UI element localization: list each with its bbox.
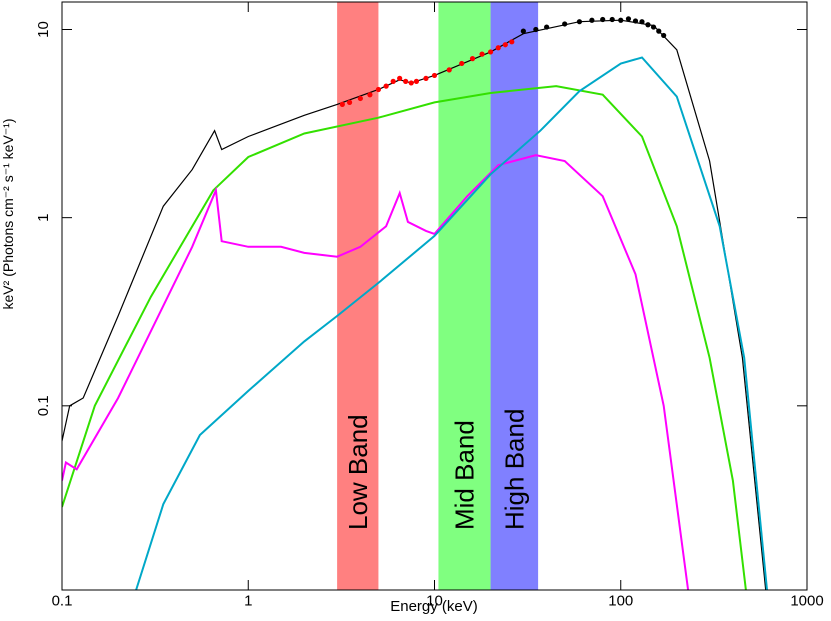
data-point — [495, 45, 501, 51]
model-line — [135, 56, 768, 590]
plot-frame — [61, 1, 808, 591]
y-axis-label: keV² (Photons cm⁻² s⁻¹ keV⁻¹) — [0, 119, 16, 310]
data-point — [459, 60, 465, 67]
data-point — [600, 16, 606, 23]
data-point — [367, 92, 373, 98]
y-tick-label: 1 — [35, 213, 52, 221]
data-point — [487, 49, 494, 55]
data-point — [520, 28, 526, 34]
data-point — [502, 42, 508, 48]
data-point — [509, 39, 515, 45]
data-point — [625, 16, 632, 22]
data-point — [390, 78, 396, 84]
y-tick-label: 10 — [35, 21, 52, 38]
data-point — [533, 26, 539, 33]
data-point — [589, 17, 595, 23]
data-point — [645, 22, 651, 28]
data-point — [397, 75, 403, 81]
data-point — [403, 78, 409, 84]
data-point — [618, 17, 624, 23]
data-point — [346, 99, 353, 105]
x-tick-label: 0.1 — [52, 592, 73, 609]
data-point — [544, 24, 550, 30]
model-line — [62, 154, 690, 590]
band-label: High Band — [499, 409, 529, 530]
data-point — [609, 16, 615, 23]
x-tick-label: 10 — [426, 592, 443, 609]
data-point — [650, 24, 657, 30]
data-point — [357, 95, 363, 102]
data-point — [339, 101, 345, 107]
data-point — [446, 67, 452, 73]
y-tick-label: 0.1 — [35, 395, 52, 416]
data-point — [383, 83, 389, 89]
data-point — [639, 19, 645, 25]
data-point — [562, 21, 568, 27]
band — [337, 2, 379, 590]
x-tick-label: 100 — [608, 592, 633, 609]
data-point — [632, 18, 639, 24]
lines — [62, 16, 768, 590]
data-point — [576, 19, 583, 25]
x-axis-label: Energy (keV) — [390, 598, 478, 615]
band-label: Low Band — [343, 414, 373, 530]
data-point — [413, 78, 420, 84]
data-point — [469, 56, 476, 62]
x-tick-label: 1 — [244, 592, 252, 609]
data-point — [479, 51, 485, 57]
band — [490, 2, 539, 590]
data-point — [656, 28, 662, 34]
model-line — [62, 85, 747, 590]
data-point — [661, 32, 667, 39]
data-point — [408, 80, 414, 86]
x-tick-label: 1000 — [790, 592, 823, 609]
data-point — [431, 72, 438, 79]
data-point — [375, 86, 382, 93]
model-line — [62, 19, 767, 590]
data-point — [423, 75, 429, 81]
band-label: Mid Band — [450, 420, 480, 530]
